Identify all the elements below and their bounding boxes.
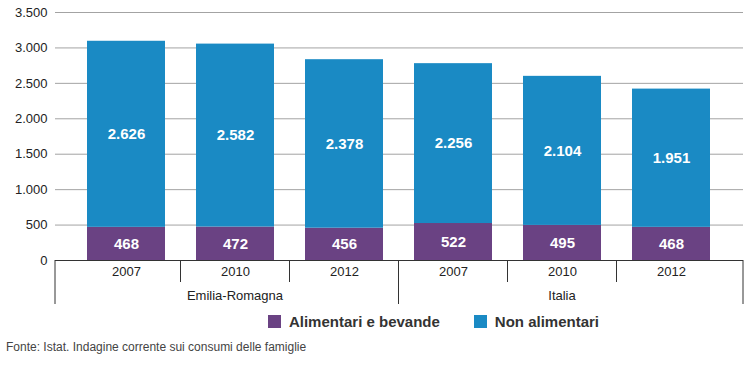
svg-text:468: 468 [114, 235, 139, 252]
html-text:Fonte: Istat. Indagine corrent: Fonte: Istat. Indagine corrente sui cons… [6, 340, 307, 354]
svg-text:3.000: 3.000 [15, 40, 48, 55]
svg-text:2012: 2012 [330, 264, 359, 279]
svg-text:2.000: 2.000 [15, 111, 48, 126]
svg-text:2007: 2007 [112, 264, 141, 279]
html-text:Non alimentari: Non alimentari [494, 312, 599, 330]
html-text:Alimentari e bevande: Alimentari e bevande [289, 312, 440, 330]
svg-text:1.000: 1.000 [15, 182, 48, 197]
svg-text:495: 495 [550, 234, 575, 251]
svg-text:Italia: Italia [548, 288, 576, 303]
svg-text:468: 468 [659, 235, 684, 252]
svg-text:1.500: 1.500 [15, 146, 48, 161]
svg-text:2.500: 2.500 [15, 76, 48, 91]
svg-text:456: 456 [332, 235, 357, 252]
svg-text:0: 0 [40, 253, 47, 268]
svg-text:3.500: 3.500 [15, 5, 48, 20]
svg-text:472: 472 [223, 235, 248, 252]
svg-text:2.378: 2.378 [326, 135, 364, 152]
svg-text:2.626: 2.626 [108, 125, 146, 142]
svg-text:2010: 2010 [221, 264, 250, 279]
svg-text:522: 522 [441, 233, 466, 250]
svg-text:2010: 2010 [548, 264, 577, 279]
svg-text:2.104: 2.104 [544, 142, 582, 159]
svg-text:2.256: 2.256 [435, 134, 473, 151]
svg-text:1.951: 1.951 [653, 149, 691, 166]
svg-text:2.582: 2.582 [217, 126, 255, 143]
svg-text:2012: 2012 [657, 264, 686, 279]
svg-text:2007: 2007 [439, 264, 468, 279]
svg-text:500: 500 [26, 217, 48, 232]
svg-text:Emilia-Romagna: Emilia-Romagna [187, 288, 284, 303]
